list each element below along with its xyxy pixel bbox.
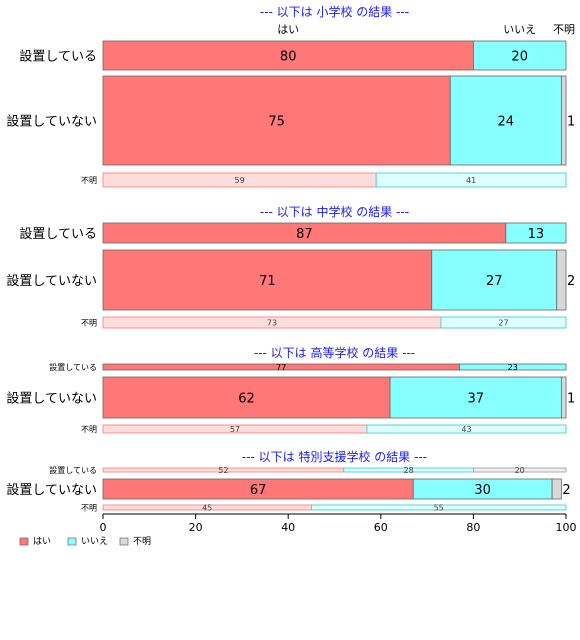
data-label: 87 [296, 227, 313, 242]
bar-segment [389, 376, 562, 419]
data-label: 41 [466, 176, 476, 185]
bar-segment [375, 172, 567, 188]
row-label: 設置している [19, 49, 97, 65]
bar-segment [472, 40, 567, 71]
bar-segment [449, 75, 562, 166]
legend-swatch [67, 537, 77, 546]
data-label: 2 [562, 483, 570, 498]
data-label: 57 [230, 425, 240, 434]
x-tick-label: 100 [556, 521, 577, 534]
legend-label: 不明 [133, 536, 151, 547]
x-tick-label: 60 [374, 521, 388, 534]
data-label: 55 [434, 504, 444, 513]
data-label: 67 [250, 483, 267, 498]
row-label: 不明 [81, 504, 97, 513]
data-label: 23 [508, 363, 518, 372]
legend-label: いいえ [81, 536, 108, 547]
data-label: 71 [259, 274, 276, 289]
data-label: 52 [218, 466, 228, 475]
legend-swatch [19, 537, 29, 546]
bar-segment [102, 249, 433, 311]
data-label: 43 [461, 425, 471, 434]
data-label: 73 [267, 319, 277, 328]
data-label: 1 [567, 115, 575, 130]
data-label: 62 [238, 392, 255, 407]
data-label: 13 [528, 227, 545, 242]
panel-title: --- 以下は 高等学校 の結果 --- [254, 345, 415, 360]
data-label: 30 [474, 483, 491, 498]
data-label: 20 [515, 466, 525, 475]
panel-title: --- 以下は 特別支援学校 の結果 --- [242, 449, 427, 464]
x-tick-label: 20 [189, 521, 203, 534]
bar-segment [560, 376, 567, 419]
bar-segment [366, 424, 567, 434]
data-label: 75 [268, 115, 285, 130]
row-label: 不明 [81, 425, 97, 434]
bar-segment [505, 222, 567, 244]
panel-title: --- 以下は 中学校 の結果 --- [260, 204, 409, 219]
bar-segment [551, 478, 562, 500]
row-label: 不明 [81, 319, 97, 328]
data-label: 2 [567, 274, 575, 289]
row-label: 不明 [81, 176, 97, 185]
data-label: 27 [486, 274, 503, 289]
data-label: 28 [403, 466, 413, 475]
row-label: 設置していない [6, 482, 97, 498]
legend-label: はい [33, 536, 51, 547]
row-label: 設置している [19, 226, 97, 242]
data-label: 27 [498, 319, 508, 328]
data-label: 77 [276, 363, 286, 372]
row-label: 設置している [49, 362, 97, 372]
bar-segment [459, 363, 567, 371]
row-label: 設置していない [6, 273, 97, 289]
data-label: 24 [498, 115, 515, 130]
panel-title: --- 以下は 小学校 の結果 --- [260, 4, 409, 19]
data-label: 59 [234, 176, 244, 185]
x-tick-label: 0 [100, 521, 107, 534]
bar-segment [431, 249, 558, 311]
bar-segment [556, 249, 567, 311]
x-tick-label: 80 [466, 521, 480, 534]
header-label: 不明 [553, 23, 575, 36]
bar-segment [560, 75, 567, 166]
bar-segment [472, 467, 567, 473]
x-tick-label: 40 [281, 521, 295, 534]
bar-segment [310, 504, 567, 511]
data-label: 45 [202, 504, 212, 513]
data-label: 80 [280, 50, 297, 65]
data-label: 37 [467, 392, 484, 407]
header-label: いいえ [503, 23, 536, 36]
row-label: 設置していない [6, 391, 97, 407]
bar-segment [102, 376, 391, 419]
row-label: 設置していない [6, 114, 97, 130]
data-label: 20 [511, 50, 528, 65]
bar-segment [102, 40, 474, 71]
legend-swatch [119, 537, 129, 546]
bar-segment [102, 75, 451, 166]
row-label: 設置している [49, 465, 97, 475]
header-label: はい [277, 23, 299, 36]
data-label: 1 [567, 392, 575, 407]
bar-segment [440, 316, 567, 329]
